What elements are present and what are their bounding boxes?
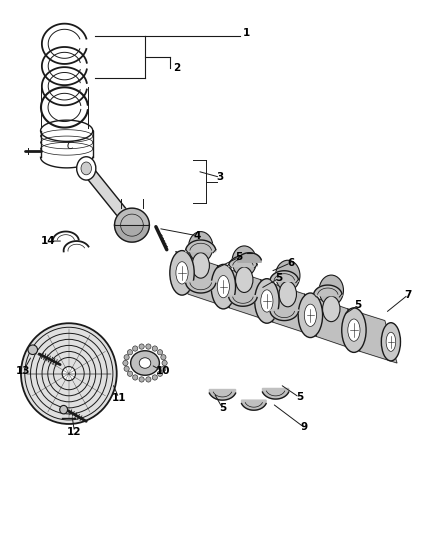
Polygon shape <box>217 265 273 322</box>
Circle shape <box>81 162 92 175</box>
Ellipse shape <box>133 375 138 380</box>
Ellipse shape <box>342 308 366 352</box>
Polygon shape <box>270 271 298 281</box>
Ellipse shape <box>152 375 157 380</box>
Polygon shape <box>314 285 342 296</box>
Polygon shape <box>262 389 289 399</box>
Ellipse shape <box>232 246 256 277</box>
Ellipse shape <box>279 281 297 307</box>
Ellipse shape <box>152 346 157 351</box>
Ellipse shape <box>211 264 236 309</box>
Polygon shape <box>241 400 266 410</box>
Text: 2: 2 <box>173 63 180 72</box>
Ellipse shape <box>131 351 159 375</box>
Ellipse shape <box>298 293 322 337</box>
Text: 9: 9 <box>300 422 307 432</box>
Ellipse shape <box>127 371 133 376</box>
Ellipse shape <box>123 360 128 366</box>
Polygon shape <box>115 225 149 242</box>
Text: 5: 5 <box>296 392 303 402</box>
Text: 7: 7 <box>405 289 412 300</box>
Ellipse shape <box>124 366 129 372</box>
Ellipse shape <box>217 276 230 298</box>
Text: 5: 5 <box>355 300 362 310</box>
Ellipse shape <box>146 377 151 382</box>
Circle shape <box>77 157 96 180</box>
Text: 13: 13 <box>16 367 30 376</box>
Text: 11: 11 <box>112 393 126 403</box>
Ellipse shape <box>188 232 213 262</box>
Ellipse shape <box>381 322 400 361</box>
Polygon shape <box>238 253 261 262</box>
Ellipse shape <box>139 377 144 382</box>
Text: 10: 10 <box>156 367 170 376</box>
Ellipse shape <box>304 304 317 326</box>
Ellipse shape <box>157 371 162 376</box>
Polygon shape <box>348 309 397 363</box>
Polygon shape <box>229 296 257 306</box>
Ellipse shape <box>386 332 396 351</box>
Text: 6: 6 <box>287 258 294 268</box>
Ellipse shape <box>139 344 144 349</box>
Text: 14: 14 <box>41 236 56 246</box>
Polygon shape <box>186 240 216 252</box>
Text: 5: 5 <box>219 403 226 413</box>
Text: 1: 1 <box>243 28 250 38</box>
Ellipse shape <box>176 262 188 284</box>
Text: 5: 5 <box>276 273 283 283</box>
Ellipse shape <box>276 260 300 291</box>
Text: 3: 3 <box>217 172 224 182</box>
Ellipse shape <box>60 406 67 414</box>
Ellipse shape <box>62 367 75 381</box>
Polygon shape <box>261 280 317 336</box>
Ellipse shape <box>124 354 129 360</box>
Text: 5: 5 <box>235 253 242 262</box>
Ellipse shape <box>254 279 279 323</box>
Ellipse shape <box>162 360 167 366</box>
Ellipse shape <box>322 296 340 321</box>
Ellipse shape <box>161 354 166 360</box>
Ellipse shape <box>319 275 343 305</box>
Ellipse shape <box>161 366 166 372</box>
Ellipse shape <box>192 253 209 278</box>
Ellipse shape <box>139 358 151 368</box>
Ellipse shape <box>133 346 138 351</box>
Polygon shape <box>186 281 216 293</box>
Ellipse shape <box>348 319 360 341</box>
Text: C: C <box>67 141 74 151</box>
Polygon shape <box>176 252 230 308</box>
Polygon shape <box>270 310 298 320</box>
Polygon shape <box>115 208 149 225</box>
Ellipse shape <box>157 350 162 355</box>
Text: 4: 4 <box>194 231 201 241</box>
Ellipse shape <box>170 251 194 295</box>
Polygon shape <box>82 164 136 230</box>
Ellipse shape <box>236 267 253 293</box>
Text: 12: 12 <box>67 427 82 437</box>
Ellipse shape <box>127 350 133 355</box>
Ellipse shape <box>261 290 273 312</box>
Polygon shape <box>229 256 257 266</box>
Ellipse shape <box>28 345 38 354</box>
Ellipse shape <box>146 344 151 349</box>
Polygon shape <box>209 390 236 400</box>
Polygon shape <box>304 294 360 351</box>
Ellipse shape <box>21 323 117 424</box>
